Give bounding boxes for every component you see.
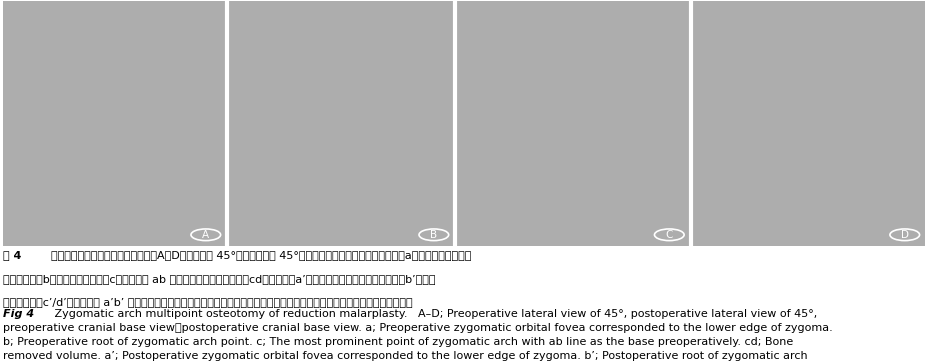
Text: preoperative cranial base view，postoperative cranial base view. a; Preoperative : preoperative cranial base view，postopera… bbox=[3, 323, 832, 333]
Bar bbox=[457, 1, 690, 246]
Bar bbox=[462, 5, 685, 242]
Text: Fig 4: Fig 4 bbox=[3, 309, 34, 318]
Text: 图 4: 图 4 bbox=[3, 250, 21, 260]
Bar bbox=[229, 1, 454, 246]
Text: Zygomatic arch multipoint osteotomy of reduction malarplasty.   A–D; Preoperativ: Zygomatic arch multipoint osteotomy of r… bbox=[44, 309, 818, 318]
Text: b; Preoperative root of zygomatic arch point. c; The most prominent point of zyg: b; Preoperative root of zygomatic arch p… bbox=[3, 337, 793, 347]
Text: B: B bbox=[430, 230, 438, 240]
Text: 颧骨颧弓降低术颧弓多点切骨术　　A～D；术前侧面 45°观、术后侧面 45°观、术前颜底面观、术后颜底面观；a点；术前颜眶凹对应: 颧骨颧弓降低术颧弓多点切骨术 A～D；术前侧面 45°观、术后侧面 45°观、术… bbox=[44, 250, 472, 260]
Bar bbox=[3, 1, 226, 246]
Bar bbox=[7, 5, 222, 242]
Text: 颧骨下缘点；b点；术前颧弓根点；c点；术前以 ab 连线为底边的颧弓最突点；cd；去骨量；a’点；术后颜眶凹对应颧骨下缘点；b’点；术: 颧骨下缘点；b点；术前颧弓根点；c点；术前以 ab 连线为底边的颧弓最突点；cd… bbox=[3, 274, 436, 284]
Text: A: A bbox=[202, 230, 210, 240]
Bar bbox=[234, 5, 450, 242]
Text: D: D bbox=[901, 230, 908, 240]
Bar bbox=[697, 5, 921, 242]
Bar bbox=[692, 1, 925, 246]
Text: C: C bbox=[666, 230, 673, 240]
Text: removed volume. a’; Postoperative zygomatic orbital fovea corresponded to the lo: removed volume. a’; Postoperative zygoma… bbox=[3, 351, 807, 361]
Text: 后颧弓根点；c’/d’点；术后以 a’b’ 连线为底边的颧弓最突点；橙色部分；去除的骨段；绿色部分；截骨完成后的游离颧骨颧弓复合体: 后颧弓根点；c’/d’点；术后以 a’b’ 连线为底边的颧弓最突点；橙色部分；去… bbox=[3, 297, 413, 307]
